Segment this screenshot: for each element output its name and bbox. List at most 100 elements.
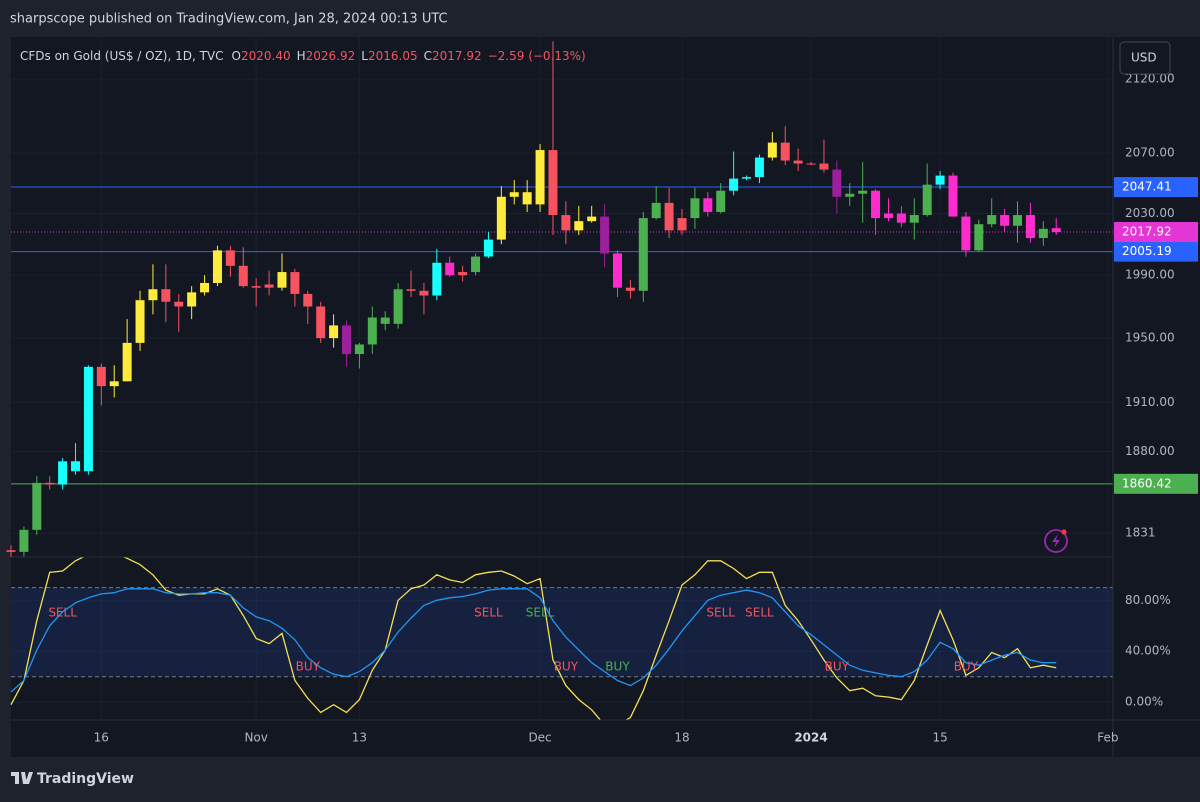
ohlc-value: 2026.92 bbox=[306, 49, 356, 63]
candle-body bbox=[238, 265, 248, 287]
alert-dot[interactable] bbox=[1061, 529, 1067, 535]
ohlc-value: 2020.40 bbox=[241, 49, 291, 63]
candle-body bbox=[432, 262, 442, 296]
candle-body bbox=[96, 366, 106, 387]
candle-body bbox=[45, 482, 55, 485]
level-label: 2017.92 bbox=[1122, 225, 1172, 239]
candle-body bbox=[703, 198, 713, 212]
symbol: CFDs on Gold (US$ / OZ), 1D, TVC bbox=[20, 49, 224, 63]
legend: CFDs on Gold (US$ / OZ), 1D, TVC O2020.40… bbox=[20, 49, 586, 63]
candle-body bbox=[212, 250, 222, 283]
candle-body bbox=[225, 250, 235, 266]
candle-body bbox=[716, 190, 726, 212]
x-tick-label: 18 bbox=[674, 731, 689, 745]
candle-body bbox=[71, 461, 81, 472]
candle-body bbox=[832, 169, 842, 197]
signal-label: SELL bbox=[474, 606, 503, 620]
candle-body bbox=[780, 142, 790, 161]
axes: 16 Nov 13 Dec 18 2024 15 Feb 2120.00 2070.00 2030.… bbox=[94, 72, 1198, 745]
signal-label: BUY bbox=[605, 660, 630, 674]
candle-body bbox=[948, 175, 958, 217]
candle-body bbox=[742, 177, 752, 179]
x-tick-label: 16 bbox=[94, 731, 109, 745]
candle-body bbox=[883, 213, 893, 219]
candle-body bbox=[561, 215, 571, 231]
candle-body bbox=[909, 215, 919, 223]
brand: TradingView bbox=[37, 771, 134, 787]
signal-label: BUY bbox=[954, 660, 979, 674]
x-tick-label: 2024 bbox=[794, 731, 827, 745]
logo bbox=[11, 772, 33, 784]
level-box bbox=[1114, 222, 1198, 243]
ohlc-key: O bbox=[232, 49, 241, 63]
candle-body bbox=[729, 178, 739, 191]
candle-body bbox=[574, 221, 584, 231]
candle-body bbox=[664, 202, 674, 231]
signal-label: SELL bbox=[706, 606, 735, 620]
ohlc-key: H bbox=[297, 49, 306, 63]
y-tick-label: 1831 bbox=[1125, 526, 1156, 540]
y-tick-label: 2030.00 bbox=[1125, 206, 1175, 220]
candle-body bbox=[174, 301, 184, 307]
candle-body bbox=[354, 344, 364, 355]
alert-ring[interactable] bbox=[1044, 529, 1068, 553]
candle-body bbox=[445, 262, 455, 276]
candle-body bbox=[187, 292, 197, 307]
x-tick-label: 15 bbox=[932, 731, 947, 745]
signal-label: SELL bbox=[745, 606, 774, 620]
candle-body bbox=[406, 289, 416, 291]
candle-body bbox=[458, 272, 468, 276]
signal-label: BUY bbox=[554, 660, 579, 674]
candle-body bbox=[200, 282, 210, 293]
candle-body bbox=[1025, 215, 1035, 239]
candle-body bbox=[625, 287, 635, 291]
candle-body bbox=[277, 272, 287, 288]
candle-body bbox=[974, 224, 984, 251]
candle-body bbox=[303, 293, 313, 307]
candle-body bbox=[845, 193, 855, 197]
y-tick-label: 2070.00 bbox=[1125, 146, 1175, 160]
publisher: sharpscope published on TradingView.com,… bbox=[10, 12, 448, 27]
candle-body bbox=[961, 216, 971, 251]
candle-body bbox=[793, 160, 803, 164]
signal-label: SELL bbox=[526, 606, 555, 620]
y-tick-label: 1880.00 bbox=[1125, 444, 1175, 458]
oscillator: SELL SELL SELL SELL SELL BUY BUY BUY BUY BUY bbox=[10, 557, 1057, 720]
candles bbox=[6, 41, 1061, 557]
ohlc-value: 2016.05 bbox=[368, 49, 418, 63]
candle-body bbox=[638, 218, 648, 291]
candle-body bbox=[1051, 228, 1061, 233]
level-box bbox=[1114, 177, 1198, 198]
currency-button[interactable] bbox=[1119, 41, 1171, 75]
signal-label: BUY bbox=[825, 660, 850, 674]
candle-body bbox=[651, 202, 661, 219]
candle-body bbox=[367, 317, 377, 345]
candle-body bbox=[522, 192, 532, 205]
candle-body bbox=[548, 150, 558, 216]
chart-area bbox=[11, 37, 1200, 757]
candle-body bbox=[767, 142, 777, 158]
candle-body bbox=[419, 290, 429, 296]
grid bbox=[11, 37, 1113, 720]
y-tick-label: 1910.00 bbox=[1125, 395, 1175, 409]
candle-body bbox=[264, 284, 274, 288]
candle-body bbox=[896, 213, 906, 223]
candle-body bbox=[1000, 215, 1010, 226]
candle-body bbox=[935, 175, 945, 185]
candle-body bbox=[677, 218, 687, 231]
ohlc-key: C bbox=[424, 49, 432, 63]
ohlc-key: L bbox=[361, 49, 368, 63]
x-tick-label: Feb bbox=[1097, 731, 1118, 745]
candle-body bbox=[329, 325, 339, 339]
x-tick-label: Dec bbox=[528, 731, 551, 745]
currency[interactable]: USD bbox=[1131, 51, 1157, 65]
alert-icon[interactable] bbox=[1044, 529, 1068, 553]
y-tick-label: 1990.00 bbox=[1125, 268, 1175, 282]
alert-bolt[interactable] bbox=[1052, 534, 1060, 548]
candle-body bbox=[83, 366, 93, 472]
candle-body bbox=[6, 550, 16, 552]
candle-body bbox=[600, 216, 610, 254]
x-tick-label: 13 bbox=[352, 731, 367, 745]
y-tick-label: 2120.00 bbox=[1125, 72, 1175, 86]
